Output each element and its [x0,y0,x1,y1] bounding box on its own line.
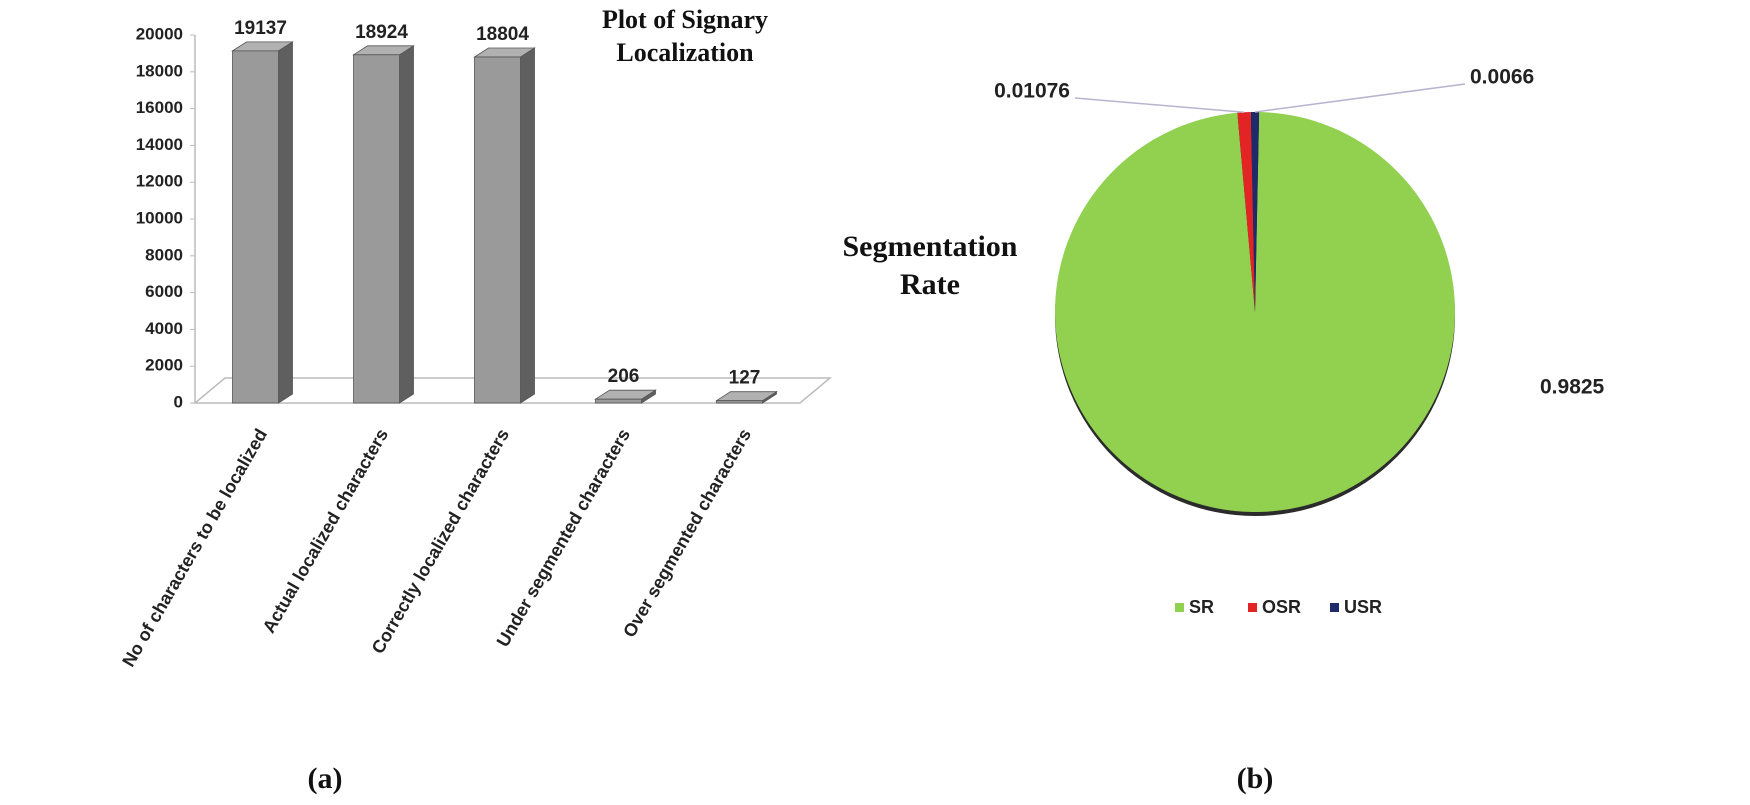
y-tick-label: 16000 [136,98,183,117]
x-tick-label: No of characters to be localized [118,425,271,670]
bar [594,389,657,404]
bar [715,390,778,404]
y-tick-label: 14000 [136,135,183,154]
data-label: 206 [608,366,640,387]
bar-chart-title: Plot of Signary Localization [601,5,769,67]
bar-front [716,400,763,404]
y-tick-label: 6000 [145,282,183,301]
legend-swatch [1330,603,1339,612]
pie-slice [1250,111,1260,312]
bar-front [353,54,400,404]
y-tick-label: 2000 [145,356,183,375]
x-tick-label: Actual localized characters [259,425,392,636]
x-tick-label: Under segmented characters [493,425,634,650]
x-tick-label: Over segmented characters [619,425,755,640]
y-tick-label: 18000 [136,61,183,80]
y-tick-label: 0 [174,392,183,411]
bar [231,41,294,404]
pie-slice [1237,112,1255,312]
data-label: 0.0066 [1470,66,1534,89]
caption: (b) [1236,762,1274,795]
pie-chart-title: Segmentation Rate [842,230,1018,301]
caption: (a) [307,762,343,795]
legend-swatch [1175,603,1184,612]
data-label: 19137 [234,18,287,39]
bar-front [474,56,521,404]
y-tick-label: 4000 [145,319,183,338]
bar [352,45,415,404]
bar-front [595,398,642,404]
data-label: 0.01076 [994,80,1070,103]
bar-side [520,47,535,404]
y-tick-label: 20000 [136,24,183,43]
y-tick-label: 12000 [136,172,183,191]
legend-label: USR [1344,597,1382,617]
legend-label: SR [1189,597,1214,617]
legend-swatch [1248,603,1257,612]
leader-line [1074,97,1245,114]
data-label: 0.9825 [1540,376,1605,399]
legend-label: OSR [1262,597,1301,617]
data-label: 127 [729,368,761,389]
bar-side [399,45,414,404]
bar-side [278,41,293,404]
bar-front [232,50,279,404]
data-label: 18924 [355,22,408,43]
y-tick-label: 10000 [136,208,183,227]
y-tick-label: 8000 [145,245,183,264]
bar [473,47,536,404]
leader-line [1254,83,1466,113]
pie-slice [1055,112,1455,512]
data-label: 18804 [476,24,529,45]
x-tick-label: Correctly localized characters [368,425,513,657]
